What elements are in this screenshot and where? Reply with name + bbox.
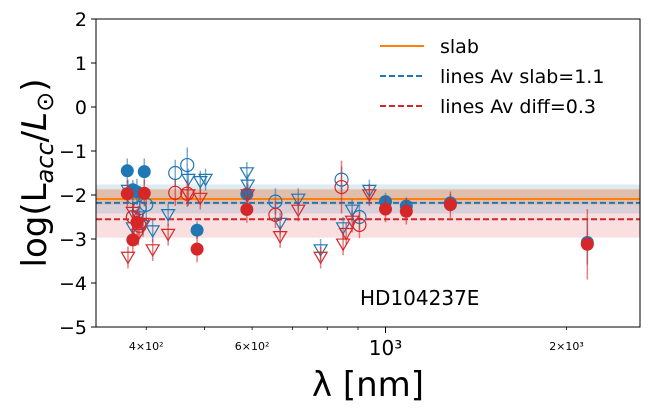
y-axis-label-subscript: acc bbox=[31, 142, 59, 183]
data-point-filled bbox=[120, 164, 134, 178]
data-point-upper-limit bbox=[160, 209, 176, 222]
data-point-filled bbox=[399, 204, 413, 218]
x-tick-label: 10³ bbox=[369, 336, 402, 360]
x-axis-label: λ [nm] bbox=[312, 365, 424, 405]
x-tick-label: 2×10³ bbox=[549, 340, 584, 353]
data-points bbox=[120, 147, 594, 280]
legend-label-lines-av-diff: lines Av diff=0.3 bbox=[440, 96, 596, 118]
reference-bands bbox=[96, 184, 640, 238]
data-point-filled bbox=[120, 187, 134, 201]
plot-frame bbox=[95, 18, 641, 328]
y-axis: 2 1 0 −1 −2 −3 −4 −5 bbox=[59, 9, 96, 339]
data-point-filled bbox=[137, 165, 151, 179]
data-point-upper-limit bbox=[361, 189, 377, 203]
data-point-open bbox=[268, 207, 283, 222]
x-tick-label: 6×10² bbox=[235, 340, 270, 353]
legend-label-lines-av-slab: lines Av slab=1.1 bbox=[440, 66, 604, 88]
data-point-filled bbox=[240, 203, 254, 217]
data-point-open bbox=[334, 179, 349, 195]
data-point-upper-limit bbox=[125, 206, 141, 220]
data-point-upper-limit bbox=[344, 204, 360, 218]
y-tick-label: −3 bbox=[59, 229, 87, 251]
data-point-upper-limit bbox=[145, 244, 161, 258]
legend-label-slab: slab bbox=[440, 36, 479, 58]
data-point-open bbox=[180, 157, 195, 173]
data-point-filled bbox=[190, 242, 204, 256]
y-tick-label: −2 bbox=[59, 185, 87, 207]
legend: slab lines Av slab=1.1 lines Av diff=0.3 bbox=[380, 36, 604, 118]
y-tick-label: −4 bbox=[59, 273, 87, 295]
data-point-filled bbox=[379, 202, 393, 216]
y-axis-label: log(Lacc/L⊙) bbox=[15, 79, 59, 268]
data-point-upper-limit bbox=[180, 173, 196, 187]
data-point-upper-limit bbox=[313, 251, 329, 265]
data-point-open bbox=[168, 185, 183, 200]
data-point-upper-limit bbox=[240, 189, 256, 203]
data-point-filled bbox=[137, 186, 151, 200]
y-axis-label-sun-subscript: ⊙ bbox=[31, 92, 59, 112]
data-point-open bbox=[132, 218, 147, 233]
data-point-upper-limit bbox=[338, 227, 354, 241]
data-point-upper-limit bbox=[240, 179, 256, 193]
x-axis: 4×10² 6×10² 10³ 2×10³ bbox=[129, 327, 584, 360]
data-point-upper-limit bbox=[130, 228, 146, 242]
data-point-filled bbox=[580, 237, 594, 251]
data-point-upper-limit bbox=[192, 192, 208, 206]
y-tick-label: −5 bbox=[59, 317, 87, 339]
y-tick-label: −1 bbox=[59, 141, 87, 163]
data-point-upper-limit bbox=[313, 244, 329, 258]
data-point-upper-limit bbox=[290, 193, 306, 207]
y-tick-label: 2 bbox=[75, 9, 87, 31]
data-point-upper-limit bbox=[290, 204, 306, 218]
data-point-upper-limit bbox=[272, 231, 288, 244]
data-point-upper-limit bbox=[180, 189, 196, 203]
data-point-open bbox=[168, 165, 183, 181]
data-point-upper-limit bbox=[160, 228, 176, 242]
data-point-upper-limit bbox=[344, 215, 360, 229]
star-name-annotation: HD104237E bbox=[360, 286, 479, 310]
data-point-upper-limit bbox=[120, 251, 136, 265]
band-slab bbox=[96, 188, 640, 205]
data-point-filled bbox=[190, 223, 204, 237]
y-tick-label: 0 bbox=[75, 97, 87, 119]
data-point-filled bbox=[443, 198, 457, 212]
data-point-upper-limit bbox=[145, 225, 161, 239]
data-point-upper-limit bbox=[197, 173, 214, 187]
x-tick-label: 4×10² bbox=[129, 340, 164, 353]
data-point-upper-limit bbox=[135, 217, 151, 231]
data-point-upper-limit bbox=[239, 167, 255, 181]
y-tick-label: 1 bbox=[75, 53, 87, 75]
